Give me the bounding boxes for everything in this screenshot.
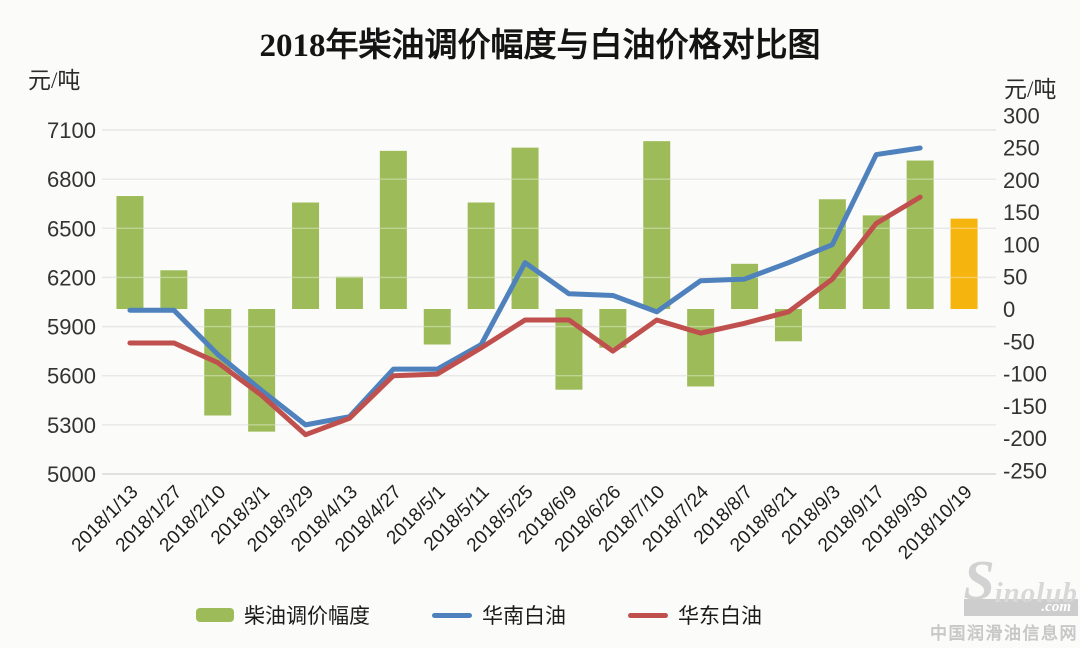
legend-item-south-china-white-oil: 华南白油 xyxy=(432,600,566,630)
sinolub-logo-s: S xyxy=(963,550,995,613)
diesel-adjustment-bar xyxy=(292,202,320,309)
left-axis-tick-label: 5600 xyxy=(47,364,96,389)
diesel-adjustment-bar xyxy=(906,160,934,309)
legend-item-east-china-white-oil: 华东白油 xyxy=(628,600,762,630)
diesel-adjustment-bar xyxy=(116,196,144,309)
legend-label-south-china: 华南白油 xyxy=(482,604,566,628)
east-china-white-oil-line xyxy=(127,194,923,438)
left-axis-tick-label: 6200 xyxy=(47,265,96,290)
diesel-adjustment-bar xyxy=(599,309,627,348)
left-axis-tick-label: 5900 xyxy=(47,315,96,340)
left-axis-tick-label: 6800 xyxy=(47,167,96,192)
diesel-adjustment-bar xyxy=(248,309,276,432)
right-axis-tick-label: 50 xyxy=(1003,265,1027,290)
right-axis-tick-label: 300 xyxy=(1003,103,1040,128)
south-china-white-oil-line xyxy=(127,145,923,428)
sinolub-com-badge: .com xyxy=(964,599,1078,616)
east-china-line-swatch-icon xyxy=(628,612,668,618)
watermark-chinese-name: 中国润滑油信息网 xyxy=(930,624,1078,643)
left-axis-tick-label: 6500 xyxy=(47,216,96,241)
diesel-adjustment-bar xyxy=(335,276,363,309)
legend: 柴油调价幅度 华南白油 华东白油 xyxy=(196,600,762,630)
right-axis-tick-label: 100 xyxy=(1003,232,1040,257)
diesel-adjustment-bar xyxy=(731,263,759,309)
left-axis-tick-label: 5300 xyxy=(47,413,96,438)
sinolub-watermark: S inolub .com 中国润滑油信息网 xyxy=(878,550,1078,644)
right-axis-tick-label: -100 xyxy=(1003,362,1047,387)
legend-label-east-china: 华东白油 xyxy=(678,604,762,628)
diesel-adjustment-bar xyxy=(818,199,846,309)
legend-item-diesel-adjustment: 柴油调价幅度 xyxy=(196,600,370,630)
diesel-adjustment-bar xyxy=(643,141,671,309)
chart-title: 2018年柴油调价幅度与白油价格对比图 xyxy=(259,28,821,64)
diesel-adjustment-bar xyxy=(862,215,890,309)
right-axis-tick-label: -250 xyxy=(1003,458,1047,483)
diesel-adjustment-bar xyxy=(687,309,715,387)
diesel-adjustment-bar xyxy=(467,202,495,309)
right-axis-tick-label: 0 xyxy=(1003,297,1015,322)
left-axis-tick-label: 5000 xyxy=(47,462,96,487)
diesel-adjustment-bar xyxy=(379,150,407,309)
diesel-bar-swatch-icon xyxy=(196,608,234,622)
right-axis-tick-label: 200 xyxy=(1003,168,1040,193)
diesel-adjustment-bar xyxy=(950,218,978,309)
diesel-adjustment-bar xyxy=(423,309,451,345)
legend-label-diesel: 柴油调价幅度 xyxy=(244,604,370,628)
left-axis-unit-label: 元/吨 xyxy=(28,68,81,93)
left-axis-tick-label: 7100 xyxy=(47,118,96,143)
diesel-adjustment-bar xyxy=(160,270,188,309)
right-axis-tick-label: -200 xyxy=(1003,426,1047,451)
south-china-line-swatch-icon xyxy=(432,612,472,618)
right-axis-tick-label: 150 xyxy=(1003,200,1040,225)
right-axis-tick-label: -50 xyxy=(1003,329,1035,354)
right-axis-tick-label: -150 xyxy=(1003,394,1047,419)
right-axis-unit-label: 元/吨 xyxy=(1004,77,1057,102)
right-axis-tick-label: 250 xyxy=(1003,136,1040,161)
